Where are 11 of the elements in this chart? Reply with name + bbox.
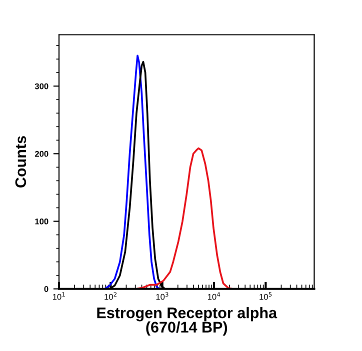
y-tick-label: 200 — [34, 150, 48, 157]
x-tick-label: 10$^{4}$ — [208, 292, 220, 300]
y-tick-label: 300 — [34, 83, 48, 90]
y-tick-label: 0 — [44, 286, 48, 292]
x-tick-label: 10$^{2}$ — [104, 292, 116, 300]
x-tick-label: 10$^{5}$ — [260, 292, 272, 300]
x-tick-label: 10$^{1}$ — [52, 292, 65, 300]
y-tick-label: 100 — [35, 218, 48, 224]
x-tick-label: 10$^{3}$ — [156, 292, 168, 300]
x-axis-title: Estrogen Receptor alpha (670/14 BP) — [97, 307, 278, 336]
y-axis-title: Counts — [15, 136, 26, 188]
